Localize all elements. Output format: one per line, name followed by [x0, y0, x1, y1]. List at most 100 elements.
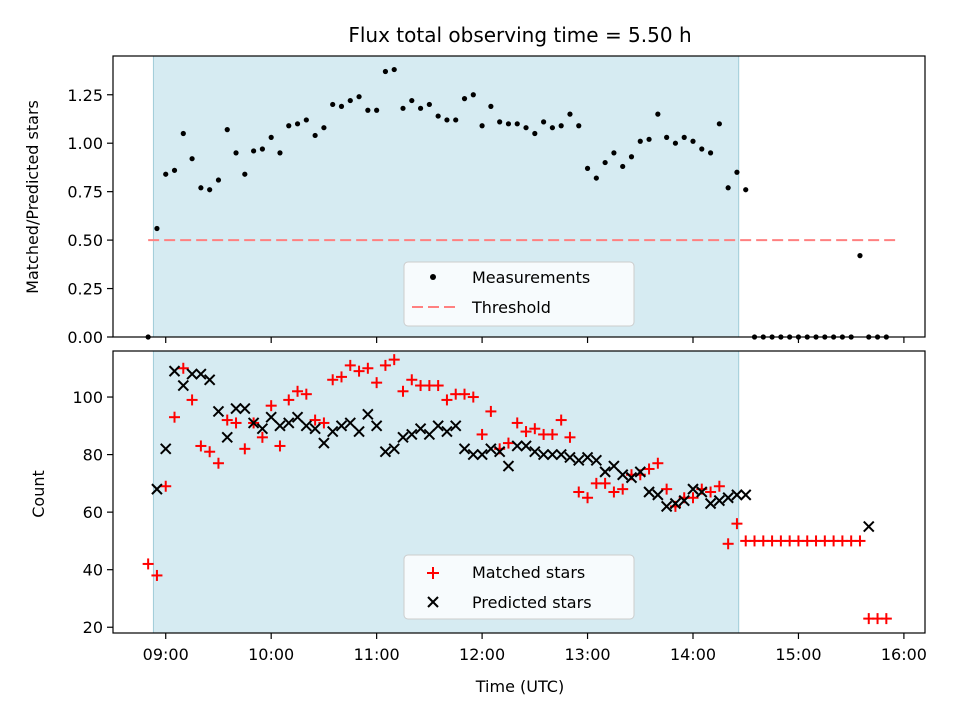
- measurement-point: [655, 111, 661, 117]
- predicted-star-point: [634, 466, 646, 478]
- x-tick-label: 14:00: [670, 645, 716, 664]
- predicted-star-point: [643, 486, 655, 498]
- matched-star-point: [406, 374, 418, 386]
- matched-star-point: [432, 380, 444, 392]
- measurement-point: [664, 134, 670, 140]
- measurement-point: [171, 167, 178, 173]
- predicted-star-point: [687, 483, 699, 495]
- x-tick-label: 15:00: [775, 645, 821, 664]
- matched-star-point: [722, 538, 734, 550]
- predicted-star-point: [362, 408, 374, 421]
- matched-star-point: [186, 394, 198, 406]
- measurement-point: [365, 107, 371, 113]
- predicted-star-point: [423, 428, 436, 441]
- measurement-point: [628, 154, 635, 160]
- top-y-axis-label: Matched/Predicted stars: [23, 100, 42, 294]
- legend-predicted-label: Predicted stars: [472, 593, 592, 612]
- matched-star-point: [397, 385, 409, 397]
- y-tick-label: 0.75: [67, 183, 103, 202]
- predicted-star-point: [476, 448, 488, 461]
- predicted-star-point: [283, 417, 295, 429]
- predicted-star-point: [590, 454, 603, 467]
- top-legend: Measurements Threshold: [403, 261, 635, 327]
- predicted-star-point: [300, 420, 313, 432]
- predicted-star-point: [502, 460, 515, 472]
- matched-star-point: [239, 443, 251, 455]
- measurement-point: [514, 121, 520, 127]
- measurement-point: [523, 125, 529, 131]
- bottom-y-ticks: 20 40 60 80 100: [72, 388, 113, 637]
- measurement-point: [558, 123, 564, 129]
- x-tick-label: 16:00: [881, 645, 927, 664]
- y-tick-label: 1.25: [67, 86, 103, 105]
- predicted-star-point: [212, 405, 225, 418]
- top-panel: 0.00 0.25 0.50 0.75 1.00 1.25 Flux total obse…: [23, 23, 926, 347]
- predicted-star-point: [467, 448, 480, 461]
- x-axis-label: Time (UTC): [475, 677, 564, 696]
- measurement-point: [198, 185, 204, 191]
- matched-star-point: [362, 362, 374, 374]
- measurement-point: [707, 150, 714, 156]
- matched-stars-points: [142, 354, 892, 625]
- top-legend-box: [403, 261, 635, 327]
- measurement-point: [532, 130, 538, 137]
- measurement-point: [330, 101, 336, 108]
- predicted-star-point: [511, 440, 523, 452]
- predicted-star-point: [625, 471, 638, 484]
- predicted-star-point: [731, 489, 743, 501]
- measurement-point: [233, 150, 239, 156]
- measurement-point: [251, 148, 257, 154]
- measurement-point: [541, 119, 547, 125]
- matched-star-point: [379, 359, 391, 371]
- measurement-point: [303, 117, 309, 123]
- predicted-star-point: [599, 466, 611, 478]
- predicted-star-point: [696, 486, 708, 498]
- y-tick-label: 0.25: [67, 280, 103, 299]
- y-tick-label: 100: [72, 388, 103, 407]
- measurement-point: [215, 177, 222, 183]
- matched-star-point: [177, 362, 189, 374]
- predicted-star-point: [335, 420, 348, 432]
- bottom-y-axis-label: Count: [29, 470, 48, 518]
- measurement-point: [435, 113, 441, 119]
- measurement-point: [312, 132, 318, 139]
- matched-star-point: [880, 613, 892, 625]
- measurement-point: [242, 171, 248, 177]
- matched-star-point: [652, 457, 664, 469]
- matched-star-point: [335, 371, 347, 383]
- predicted-star-point: [353, 425, 365, 438]
- predicted-star-point: [493, 446, 506, 458]
- measurement-point: [224, 127, 230, 133]
- matched-star-point: [327, 374, 339, 386]
- predicted-star-point: [722, 492, 734, 504]
- matched-star-point: [274, 440, 286, 452]
- predicted-star-point: [660, 500, 673, 513]
- measurement-point: [743, 187, 749, 193]
- measurement-point: [505, 121, 512, 127]
- matched-star-point: [212, 457, 224, 469]
- predicted-star-point: [151, 483, 163, 495]
- matched-star-point: [661, 483, 673, 495]
- legend-measurements-marker: [430, 274, 436, 280]
- measurement-point: [444, 117, 450, 123]
- matched-star-point: [546, 428, 558, 440]
- measurement-point: [857, 253, 863, 259]
- bottom-panel: 20 40 60 80 100 09:00 10:00 11:00 12:00 13:00 14:…: [29, 350, 927, 696]
- predicted-star-point: [247, 417, 260, 429]
- matched-star-point: [318, 417, 330, 429]
- predicted-star-point: [608, 460, 620, 472]
- y-tick-label: 20: [83, 618, 103, 637]
- predicted-star-point: [432, 420, 444, 432]
- measurement-point: [549, 125, 555, 131]
- chart-title: Flux total observing time = 5.50 h: [348, 23, 691, 47]
- predicted-star-point: [450, 420, 462, 432]
- measurement-point: [690, 138, 696, 144]
- measurement-point: [470, 92, 476, 98]
- predicted-star-point: [863, 520, 875, 533]
- matched-star-point: [687, 492, 699, 504]
- matched-star-point: [731, 518, 743, 530]
- matched-star-point: [142, 558, 154, 570]
- predicted-star-point: [406, 428, 418, 441]
- matched-star-point: [195, 440, 207, 452]
